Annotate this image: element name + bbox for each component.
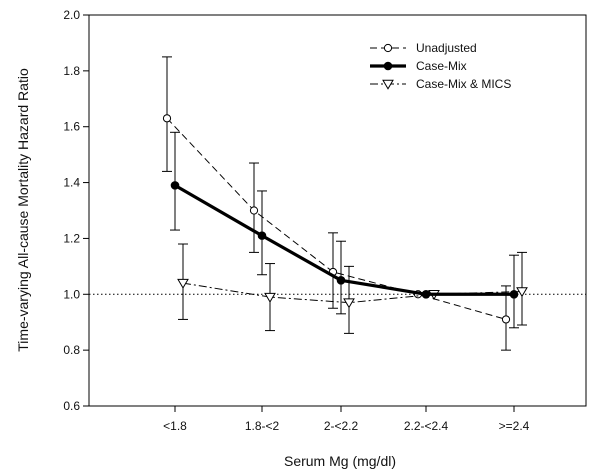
y-axis-title: Time-varying All-cause Mortality Hazard …: [15, 68, 31, 352]
y-tick-label: 1.8: [63, 64, 80, 78]
x-axis-title: Serum Mg (mg/dl): [284, 453, 396, 469]
series-line: [166, 117, 507, 320]
data-point: [516, 287, 528, 298]
data-point: [343, 298, 355, 309]
x-axis: <1.8 1.8-<2 2-<2.2 2.2-<2.4 >=2.4: [163, 406, 530, 433]
data-point: [170, 181, 180, 190]
legend: Unadjusted Case-Mix Case-Mix & MICS: [370, 41, 511, 91]
y-tick-label: 1.0: [63, 287, 80, 301]
x-tick-label: 2.2-<2.4: [404, 419, 449, 433]
data-point: [162, 114, 172, 123]
y-axis: 0.6 0.8 1.0 1.2 1.4 1.6 1.8 2.0: [63, 8, 89, 413]
data-point: [249, 206, 259, 215]
x-tick-label: >=2.4: [499, 419, 530, 433]
error-bar: [162, 56, 172, 172]
x-tick-label: <1.8: [163, 419, 187, 433]
plot-frame: [88, 14, 587, 407]
x-tick-label: 1.8-<2: [245, 419, 280, 433]
data-point: [509, 289, 519, 299]
x-tick-label: 2-<2.2: [324, 419, 359, 433]
data-point: [421, 289, 431, 299]
legend-label: Unadjusted: [416, 41, 477, 55]
series-case-mix-mics: [177, 243, 528, 334]
y-tick-label: 1.4: [63, 176, 80, 190]
data-point: [264, 292, 276, 303]
data-point: [383, 43, 393, 53]
legend-item: Case-Mix: [370, 59, 467, 73]
data-point: [382, 79, 394, 90]
data-point: [501, 315, 511, 324]
legend-label: Case-Mix & MICS: [416, 77, 511, 91]
y-tick-label: 0.6: [63, 399, 80, 413]
series-layer: [162, 56, 528, 351]
data-point: [383, 61, 393, 71]
y-tick-label: 1.2: [63, 231, 80, 245]
legend-item: Unadjusted: [370, 41, 477, 55]
legend-item: Case-Mix & MICS: [370, 77, 511, 91]
series-unadjusted: [162, 56, 511, 351]
y-tick-label: 0.8: [63, 343, 80, 357]
y-tick-label: 2.0: [63, 8, 80, 22]
data-point: [257, 231, 267, 240]
data-point: [177, 278, 189, 289]
data-point: [336, 276, 346, 285]
legend-label: Case-Mix: [416, 59, 467, 73]
y-tick-label: 1.6: [63, 120, 80, 134]
series-case-mix: [170, 131, 519, 329]
